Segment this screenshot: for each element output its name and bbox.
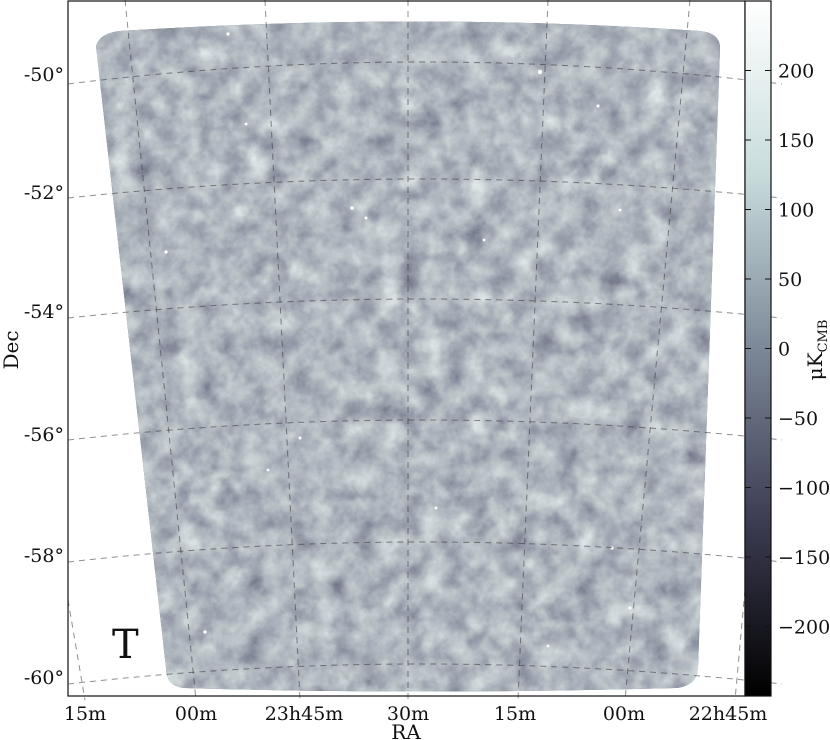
colorbar-tick-label: 50 <box>778 269 802 291</box>
dec-tick-label: -50° <box>24 64 64 86</box>
coordinate-grid <box>67 0 783 701</box>
ra-tick-labels: 15m 00m 23h45m 30m 15m 00m 22h45m <box>64 703 767 725</box>
colorbar-tick-label: 150 <box>778 130 814 152</box>
point-sources <box>164 32 632 648</box>
ra-tick-label: 00m <box>175 703 217 725</box>
colorbar-tick-label: −100 <box>778 478 830 500</box>
dec-tick-label: -60° <box>24 667 64 689</box>
ra-tick-label: 15m <box>64 703 106 725</box>
ra-tick-label: 23h45m <box>265 703 344 725</box>
ra-tick-label: 15m <box>494 703 536 725</box>
dec-tick-label: -54° <box>24 301 64 323</box>
ra-tick-label: 00m <box>603 703 645 725</box>
colorbar-tick-label: 200 <box>778 61 814 83</box>
dec-tick-label: -56° <box>24 424 64 446</box>
colorbar-label-main: μK <box>803 351 827 380</box>
dec-tick-labels: -50° -52° -54° -56° -58° -60° <box>24 64 64 689</box>
colorbar-ticks: 200 150 100 50 0 −50 −100 −150 −200 <box>745 61 830 639</box>
colorbar-tick-label: 0 <box>778 339 790 361</box>
colorbar-tick-label: 100 <box>778 200 814 222</box>
ra-tick-label: 22h45m <box>689 703 768 725</box>
colorbar-label: μKCMB <box>803 320 830 381</box>
dec-tick-label: -52° <box>24 182 64 204</box>
dec-tick-label: -58° <box>24 545 64 567</box>
colorbar-tick-label: −150 <box>778 547 830 569</box>
sky-map <box>96 21 720 692</box>
colorbar-tick-label: −200 <box>778 617 830 639</box>
colorbar-tick-label: −50 <box>778 408 818 430</box>
ra-tick-label: 30m <box>387 703 429 725</box>
colorbar-label-sub: CMB <box>816 320 830 353</box>
y-axis-label: Dec <box>0 330 23 369</box>
x-axis-label: RA <box>391 720 421 740</box>
panel-label: T <box>112 622 139 668</box>
